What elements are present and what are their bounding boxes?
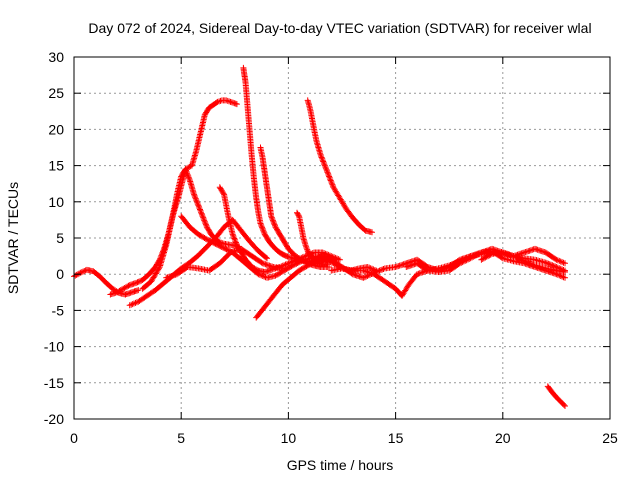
axis-ticks: 0 5 10 15 20 25 -20 -15 -10 -5 0 5 10 15 20 25 30 (44, 49, 618, 446)
series-arc-15 (403, 248, 568, 281)
x-axis-title: GPS time / hours (287, 457, 394, 473)
y-tick-label: 20 (48, 121, 64, 137)
series-arc-9 (257, 144, 333, 270)
chart-title: Day 072 of 2024, Sidereal Day-to-day VTE… (88, 20, 591, 36)
x-tick-label: 10 (281, 430, 297, 446)
y-tick-label: -15 (44, 375, 64, 391)
y-tick-label: 15 (48, 158, 64, 174)
series-arc-11 (304, 97, 375, 236)
series-arc-16 (478, 245, 568, 267)
y-tick-label: 10 (48, 194, 64, 210)
x-tick-label: 5 (177, 430, 185, 446)
y-tick-label: 30 (48, 49, 64, 65)
series-markers (478, 245, 568, 267)
x-tick-label: 20 (495, 430, 511, 446)
series-markers (304, 97, 375, 236)
series-arc-14 (328, 245, 568, 299)
series-markers (139, 97, 240, 292)
y-tick-label: -20 (44, 411, 64, 427)
series-markers (328, 245, 568, 299)
data-series (71, 64, 568, 409)
y-tick-label: 5 (56, 230, 64, 246)
y-axis-title: SDTVAR / TECUs (5, 182, 21, 294)
y-tick-label: -5 (52, 302, 65, 318)
series-markers (544, 383, 568, 409)
y-tick-label: -10 (44, 339, 64, 355)
y-tick-label: 0 (56, 266, 64, 282)
x-tick-label: 25 (602, 430, 618, 446)
series-arc-4 (139, 97, 240, 292)
x-tick-label: 0 (70, 430, 78, 446)
series-arc-17 (544, 383, 568, 409)
series-markers (403, 248, 568, 281)
y-tick-label: 25 (48, 85, 64, 101)
x-tick-label: 15 (388, 430, 404, 446)
grid (74, 57, 610, 419)
series-markers (257, 144, 333, 270)
